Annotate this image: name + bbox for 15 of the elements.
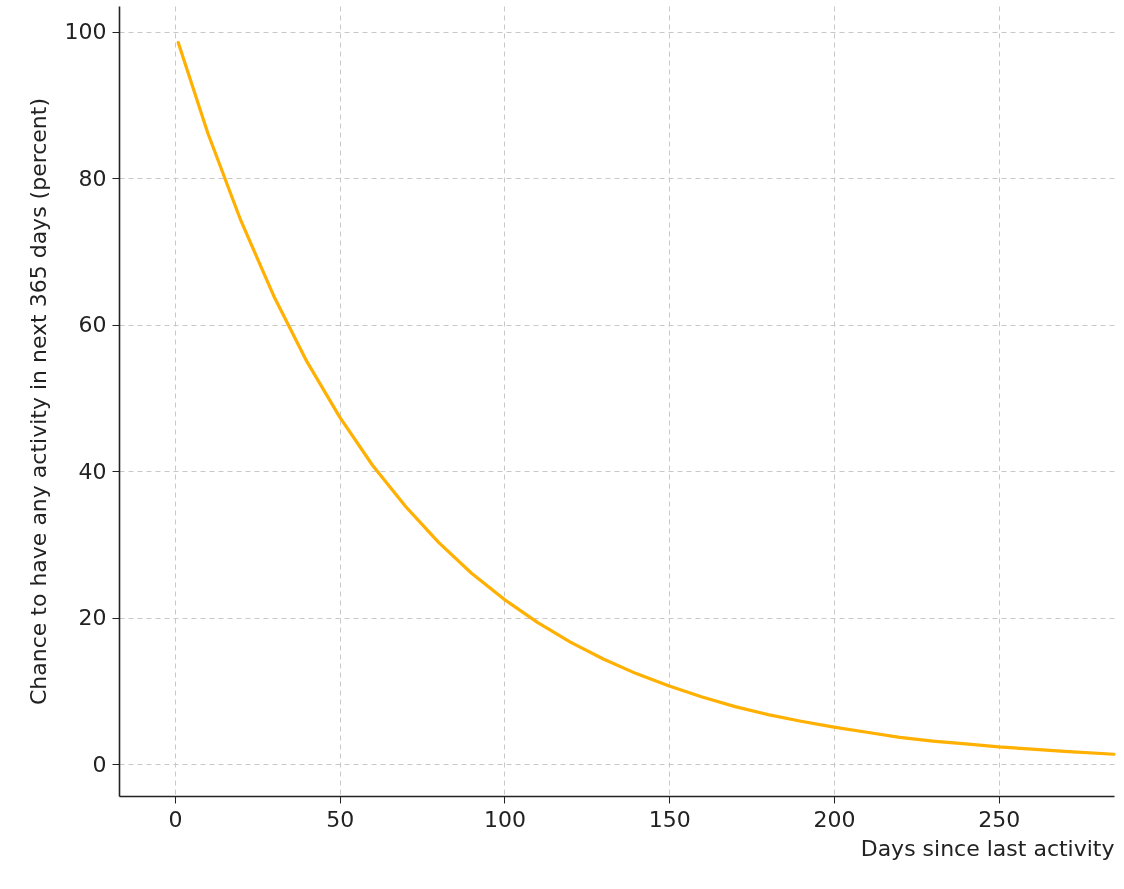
- y-tick-label: 40: [78, 458, 107, 484]
- x-tick-label: 150: [648, 806, 691, 832]
- y-tick-label: 0: [92, 751, 107, 777]
- y-axis-title: Chance to have any activity in next 365 days (percent): [25, 97, 51, 706]
- x-tick-label: 50: [326, 806, 355, 832]
- x-axis-title: Days since last activity: [860, 835, 1115, 861]
- y-tick-label: 60: [78, 312, 107, 338]
- x-tick-label: 0: [168, 806, 183, 832]
- x-tick-label: 100: [483, 806, 526, 832]
- line-series: [176, 41, 1116, 756]
- y-tick-label: 20: [78, 605, 107, 631]
- x-tick-label: 200: [813, 806, 856, 832]
- y-tick-label: 80: [78, 165, 107, 191]
- y-tick-label: 100: [64, 19, 107, 45]
- x-tick-label: 250: [978, 806, 1021, 832]
